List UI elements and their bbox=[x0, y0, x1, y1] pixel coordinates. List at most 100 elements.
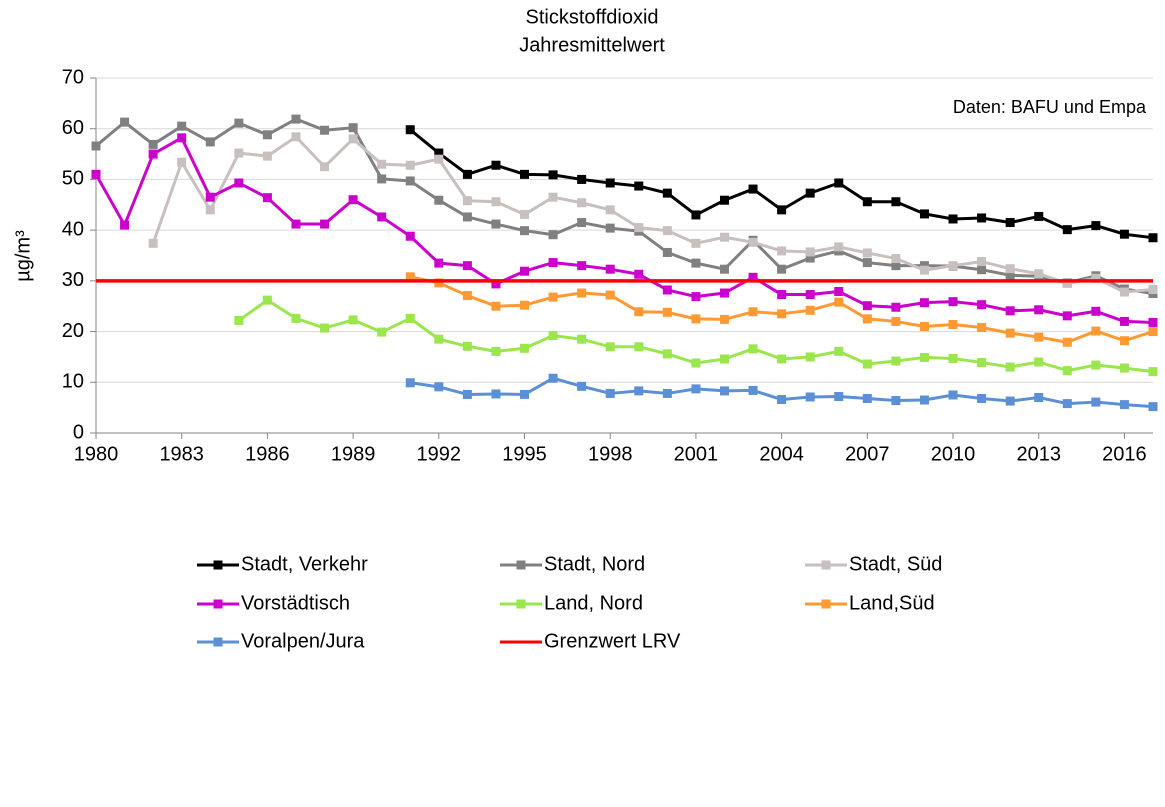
data-point bbox=[548, 292, 558, 302]
data-point bbox=[405, 160, 415, 170]
data-point bbox=[977, 358, 987, 368]
data-point bbox=[462, 389, 472, 399]
data-point bbox=[862, 197, 872, 207]
data-point bbox=[434, 334, 444, 344]
data-point bbox=[262, 130, 272, 140]
data-point bbox=[634, 223, 644, 233]
data-point bbox=[777, 354, 787, 364]
data-point bbox=[1091, 306, 1101, 316]
legend-label: Voralpen/Jura bbox=[241, 630, 365, 652]
data-point bbox=[977, 394, 987, 404]
data-point bbox=[291, 132, 301, 142]
data-point bbox=[320, 125, 330, 135]
data-point bbox=[577, 218, 587, 228]
data-point bbox=[862, 258, 872, 268]
data-point bbox=[1005, 264, 1015, 274]
data-point bbox=[891, 302, 901, 312]
data-point bbox=[377, 159, 387, 169]
data-point bbox=[291, 219, 301, 229]
data-point bbox=[520, 266, 530, 276]
data-point bbox=[891, 254, 901, 264]
data-point bbox=[377, 174, 387, 184]
data-point bbox=[605, 342, 615, 352]
data-point bbox=[805, 305, 815, 315]
data-point bbox=[548, 258, 558, 268]
data-point bbox=[1062, 225, 1072, 235]
data-point bbox=[520, 226, 530, 236]
x-tick-label: 2013 bbox=[1016, 443, 1061, 465]
x-tick-label: 1995 bbox=[502, 443, 547, 465]
data-point bbox=[662, 188, 672, 198]
legend-label: Stadt, Nord bbox=[544, 553, 645, 575]
data-point bbox=[919, 298, 929, 308]
data-point bbox=[548, 230, 558, 240]
y-tick-label: 10 bbox=[62, 371, 84, 393]
data-point bbox=[1034, 211, 1044, 221]
data-point bbox=[691, 314, 701, 324]
data-point bbox=[120, 220, 130, 230]
data-point bbox=[719, 354, 729, 364]
x-tick-label: 1992 bbox=[417, 443, 462, 465]
data-point bbox=[862, 394, 872, 404]
data-point bbox=[462, 341, 472, 351]
data-point bbox=[662, 247, 672, 257]
data-point bbox=[748, 385, 758, 395]
data-point bbox=[148, 149, 158, 159]
data-point bbox=[919, 265, 929, 275]
x-tick-label: 1980 bbox=[74, 443, 119, 465]
data-point bbox=[748, 237, 758, 247]
data-point bbox=[719, 288, 729, 298]
data-point bbox=[834, 178, 844, 188]
data-point bbox=[405, 272, 415, 282]
legend-label: Stadt, Verkehr bbox=[241, 553, 368, 575]
data-point bbox=[1148, 367, 1158, 377]
data-point bbox=[548, 331, 558, 341]
data-point bbox=[520, 169, 530, 179]
data-point bbox=[748, 307, 758, 317]
data-point bbox=[919, 395, 929, 405]
data-point bbox=[405, 378, 415, 388]
data-point bbox=[719, 195, 729, 205]
annotation: Daten: BAFU und Empa bbox=[953, 97, 1147, 117]
data-point bbox=[805, 253, 815, 263]
data-point bbox=[1062, 311, 1072, 321]
data-point bbox=[605, 205, 615, 215]
data-point bbox=[462, 169, 472, 179]
data-point bbox=[348, 134, 358, 144]
data-point bbox=[234, 118, 244, 128]
legend-marker bbox=[516, 599, 526, 609]
data-point bbox=[434, 148, 444, 158]
data-point bbox=[834, 242, 844, 252]
data-point bbox=[862, 248, 872, 258]
data-point bbox=[805, 290, 815, 300]
data-point bbox=[1062, 337, 1072, 347]
data-point bbox=[1119, 336, 1129, 346]
data-point bbox=[777, 246, 787, 256]
data-point bbox=[462, 212, 472, 222]
data-point bbox=[1119, 316, 1129, 326]
data-point bbox=[662, 349, 672, 359]
data-point bbox=[777, 395, 787, 405]
data-point bbox=[691, 210, 701, 220]
data-point bbox=[405, 313, 415, 323]
data-point bbox=[719, 232, 729, 242]
data-point bbox=[1091, 273, 1101, 283]
chart-title: Stickstoffdioxid bbox=[525, 6, 658, 28]
data-point bbox=[491, 219, 501, 229]
data-point bbox=[662, 388, 672, 398]
data-point bbox=[605, 388, 615, 398]
x-tick-label: 1983 bbox=[159, 443, 204, 465]
data-point bbox=[748, 272, 758, 282]
data-point bbox=[1062, 366, 1072, 376]
x-tick-label: 2016 bbox=[1102, 443, 1147, 465]
data-point bbox=[405, 231, 415, 241]
data-point bbox=[577, 174, 587, 184]
data-point bbox=[1034, 357, 1044, 367]
data-point bbox=[434, 278, 444, 288]
data-point bbox=[977, 323, 987, 333]
data-point bbox=[891, 316, 901, 326]
data-point bbox=[1062, 278, 1072, 288]
data-point bbox=[262, 295, 272, 305]
legend-marker bbox=[821, 599, 831, 609]
data-point bbox=[1034, 332, 1044, 342]
